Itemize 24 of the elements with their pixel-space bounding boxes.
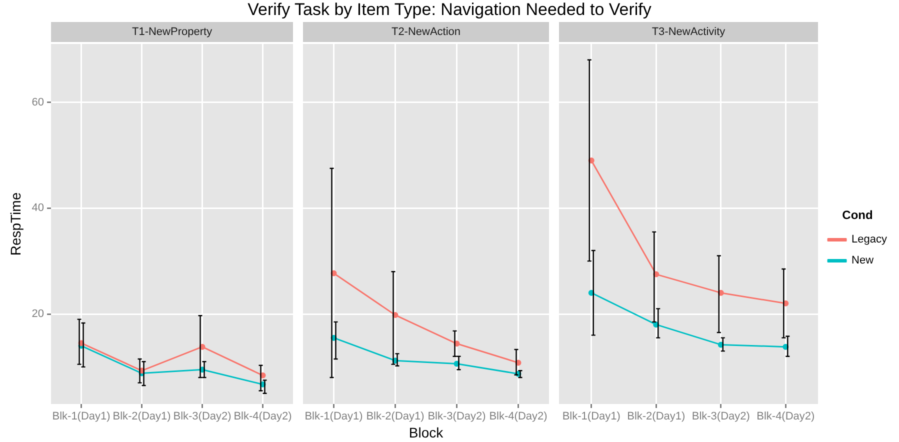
y-tick-label: 60 (32, 96, 44, 108)
y-tick-label: 20 (32, 308, 44, 320)
x-tick-label: Blk-4(Day2) (234, 410, 292, 423)
x-tick-label: Blk-2(Day1) (112, 410, 171, 423)
legend-label: New (852, 254, 874, 267)
y-axis-title: RespTime (7, 192, 24, 256)
x-tick-label: Blk-4(Day2) (756, 410, 815, 423)
chart-subtitle: T3-NewActivity (652, 26, 726, 38)
x-tick-label: Blk-2(Day1) (366, 410, 424, 423)
x-tick-label: Blk-1(Day1) (304, 410, 363, 423)
x-axis-title: Block (408, 424, 444, 440)
x-tick-label: Blk-4(Day2) (489, 410, 548, 423)
chart-subtitle: T1-NewProperty (132, 26, 213, 38)
x-tick-label: Blk-3(Day2) (692, 410, 750, 423)
x-tick-label: Blk-3(Day2) (173, 410, 232, 423)
chart-subtitle: T2-NewAction (391, 26, 461, 38)
x-tick-label: Blk-1(Day1) (52, 410, 110, 423)
x-tick-label: Blk-3(Day2) (428, 410, 486, 423)
chart-title: Verify Task by Item Type: Navigation Needed to Verify (246, 0, 652, 20)
x-tick-label: Blk-2(Day1) (627, 410, 686, 423)
legend-label: Legacy (852, 234, 888, 246)
legend-title: Cond (842, 208, 873, 222)
y-tick-label: 40 (32, 202, 44, 214)
x-tick-label: Blk-1(Day1) (562, 410, 620, 423)
